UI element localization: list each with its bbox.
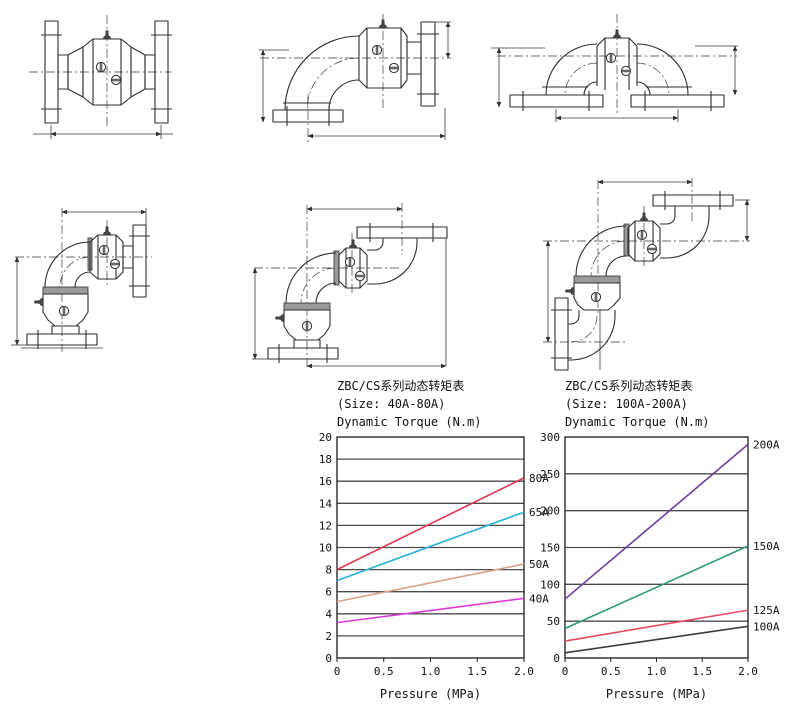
svg-text:150: 150	[540, 542, 560, 555]
svg-text:14: 14	[319, 497, 333, 510]
svg-text:0: 0	[553, 652, 560, 665]
svg-text:50A: 50A	[529, 558, 549, 571]
svg-text:0.5: 0.5	[601, 665, 621, 678]
svg-text:2.0: 2.0	[514, 665, 534, 678]
torque-chart-40a-80a: 0 2 4 6 8 10 12 14 16 18 20 0 0.5 1.0 1.5 2.0 80A 65A 50A 4…	[319, 431, 549, 701]
svg-text:1.5: 1.5	[692, 665, 712, 678]
svg-text:8: 8	[325, 564, 332, 577]
svg-text:2: 2	[325, 630, 332, 643]
drawing-elbow-rotary-joint	[259, 14, 451, 142]
chart-unit-line: Dynamic Torque (N.m)	[337, 415, 482, 429]
chart-size-line: (Size: 100A-200A)	[565, 397, 688, 411]
svg-text:200: 200	[540, 505, 560, 518]
chart-title: ZBC/CS系列动态转矩表	[337, 379, 465, 393]
svg-text:65A: 65A	[529, 506, 549, 519]
svg-text:300: 300	[540, 431, 560, 444]
svg-text:125A: 125A	[753, 604, 780, 617]
drawing-double-elbow-rotary-joint	[491, 14, 738, 122]
right-chart-title-block: ZBC/CS系列动态转矩表 (Size: 100A-200A) Dynamic …	[565, 377, 710, 431]
drawing-straight-flanged-rotary-joint	[29, 15, 173, 139]
svg-text:200A: 200A	[753, 438, 780, 451]
svg-text:4: 4	[325, 608, 332, 621]
chart-unit-line: Dynamic Torque (N.m)	[565, 415, 710, 429]
drawing-dual-body-elbow-joint-top-flange	[252, 203, 448, 369]
svg-text:0: 0	[334, 665, 341, 678]
svg-text:16: 16	[319, 475, 332, 488]
svg-text:10: 10	[319, 542, 332, 555]
svg-text:6: 6	[325, 586, 332, 599]
svg-text:40A: 40A	[529, 592, 549, 605]
left-chart-title-block: ZBC/CS系列动态转矩表 (Size: 40A-80A) Dynamic To…	[337, 377, 482, 431]
svg-text:Pressure (MPa): Pressure (MPa)	[380, 687, 481, 701]
torque-chart-100a-200a: 0 50 100 150 200 250 300 0 0.5 1.0 1.5 2.0 200A 150A 1…	[540, 431, 780, 701]
svg-text:80A: 80A	[529, 472, 549, 485]
svg-text:1.0: 1.0	[647, 665, 667, 678]
svg-text:12: 12	[319, 519, 332, 532]
svg-text:0: 0	[562, 665, 569, 678]
svg-text:50: 50	[547, 615, 560, 628]
svg-text:18: 18	[319, 453, 332, 466]
drawing-dual-body-s-type-joint	[543, 178, 750, 371]
chart-size-line: (Size: 40A-80A)	[337, 397, 446, 411]
svg-text:100: 100	[540, 578, 560, 591]
svg-text:0.5: 0.5	[374, 665, 394, 678]
svg-text:250: 250	[540, 468, 560, 481]
svg-text:100A: 100A	[753, 620, 780, 633]
svg-text:1.0: 1.0	[421, 665, 441, 678]
svg-text:0: 0	[325, 652, 332, 665]
svg-text:Pressure (MPa): Pressure (MPa)	[606, 687, 707, 701]
chart-title: ZBC/CS系列动态转矩表	[565, 379, 693, 393]
svg-text:20: 20	[319, 431, 332, 444]
svg-text:1.5: 1.5	[467, 665, 487, 678]
svg-text:2.0: 2.0	[738, 665, 758, 678]
drawing-dual-body-elbow-joint	[11, 208, 152, 352]
svg-text:150A: 150A	[753, 540, 780, 553]
